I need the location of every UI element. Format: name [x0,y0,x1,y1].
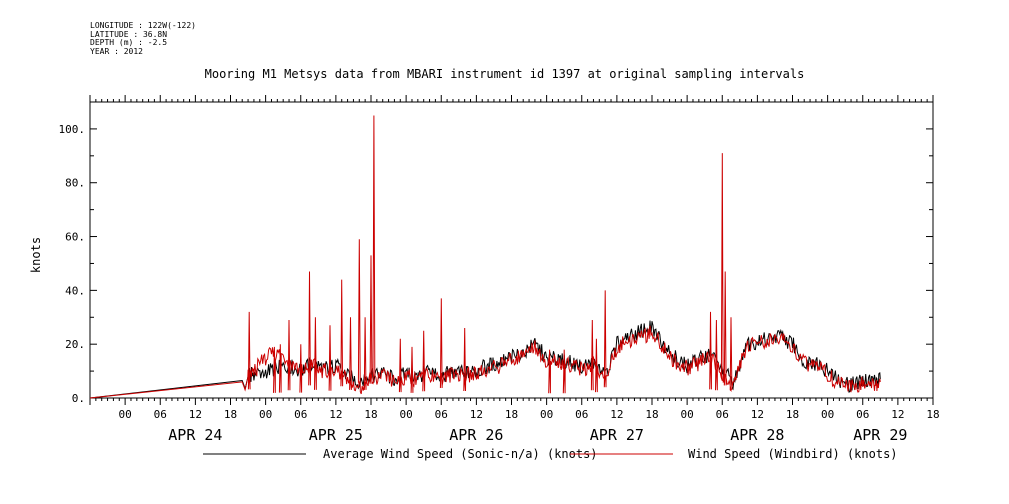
x-tick-label: 00 [681,408,694,421]
x-tick-label: 18 [224,408,237,421]
x-tick-label: 12 [610,408,623,421]
x-tick-label: 18 [364,408,377,421]
x-axis: 00 06 12 18 00 06 12 18 00 06 12 18 00 06 12 18 00 06 12 18… [89,95,940,444]
x-tick-label: 12 [891,408,904,421]
x-tick-label: 18 [645,408,658,421]
day-label: APR 26 [449,426,503,444]
series-layer [89,115,881,399]
x-tick-label: 18 [505,408,518,421]
longitude-text: LONGITUDE : 122W(-122) [90,21,196,30]
year-text: YEAR : 2012 [90,46,143,56]
plot-frame [89,101,934,399]
x-tick-label: 18 [926,408,939,421]
series-windbird-wind-speed [89,115,881,399]
y-tick-label: 40. [65,284,85,297]
x-tick-label: 00 [119,408,132,421]
x-tick-label: 12 [329,408,342,421]
x-tick-label: 00 [540,408,553,421]
y-axis: 0. 20. 40. 60. 80. 100. [59,101,933,405]
day-label: APR 24 [168,426,222,444]
y-tick-label: 0. [72,392,85,405]
x-tick-label: 06 [575,408,588,421]
y-tick-label: 20. [65,338,85,351]
series-average-wind-speed [89,320,881,399]
y-axis-label: knots [29,237,43,273]
latitude-text: LATITUDE : 36.8N [90,29,168,39]
x-tick-label: 18 [786,408,799,421]
x-tick-label: 06 [716,408,729,421]
depth-text: DEPTH (m) : -2.5 [90,38,168,47]
day-label: APR 28 [730,426,784,444]
x-tick-label: 06 [856,408,869,421]
x-tick-label: 00 [400,408,413,421]
x-tick-label: 06 [154,408,167,421]
legend: Average Wind Speed (Sonic-n/a) (knots) W… [203,447,898,461]
day-label: APR 25 [309,426,363,444]
x-tick-label: 12 [751,408,764,421]
x-tick-label: 12 [470,408,483,421]
legend-label-average: Average Wind Speed (Sonic-n/a) (knots) [323,447,598,461]
y-tick-label: 60. [65,231,85,244]
legend-label-windbird: Wind Speed (Windbird) (knots) [688,447,898,461]
x-tick-label: 12 [189,408,202,421]
day-label: APR 27 [590,426,644,444]
y-tick-label: 100. [59,123,86,136]
chart-title: Mooring M1 Metsys data from MBARI instru… [204,67,805,81]
x-tick-label: 06 [294,408,307,421]
x-tick-label: 06 [435,408,448,421]
x-tick-label: 00 [259,408,272,421]
day-label: APR 29 [853,426,907,444]
dataset-metadata: LONGITUDE : 122W(-122) LATITUDE : 36.8N … [90,21,196,56]
y-tick-label: 80. [65,177,85,190]
x-tick-label: 00 [821,408,834,421]
